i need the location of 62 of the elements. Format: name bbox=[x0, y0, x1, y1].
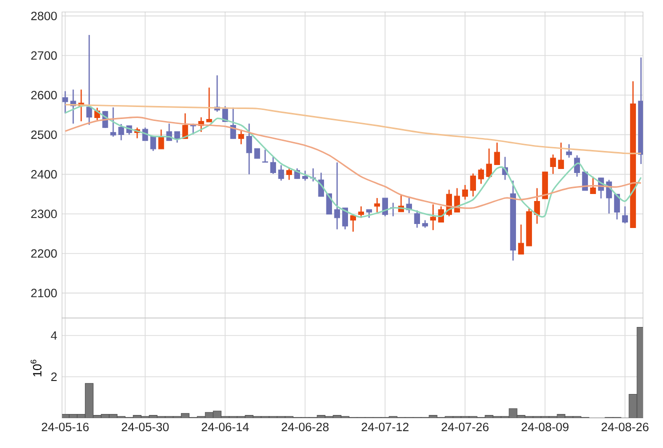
candlestick bbox=[518, 224, 524, 255]
y-tick-label: 2100 bbox=[31, 288, 57, 298]
x-tick-label: 24-08-09 bbox=[522, 422, 568, 432]
y-tick-label: 4 bbox=[50, 331, 57, 340]
x-tick-label: 24-06-14 bbox=[202, 422, 249, 432]
y-tick-label: 2300 bbox=[31, 210, 57, 218]
candlestick bbox=[350, 214, 356, 232]
candlestick bbox=[478, 168, 484, 184]
candlestick bbox=[430, 204, 436, 231]
x-tick-label: 24-05-16 bbox=[42, 422, 89, 432]
candlestick bbox=[174, 130, 180, 144]
x-tick-label: 24-08-26 bbox=[602, 422, 648, 432]
candlestick bbox=[158, 128, 164, 150]
candlestick bbox=[334, 162, 340, 230]
candlestick bbox=[246, 123, 252, 175]
candlestick bbox=[86, 34, 92, 126]
candlestick bbox=[286, 168, 292, 180]
candlestick bbox=[326, 193, 332, 215]
x-tick-label: 24-07-26 bbox=[442, 422, 489, 432]
candlestick bbox=[222, 106, 228, 122]
candlestick bbox=[534, 188, 540, 224]
y-tick-label: 2500 bbox=[31, 130, 57, 139]
candlestick bbox=[342, 207, 348, 230]
candlestick bbox=[206, 87, 212, 123]
candlestick bbox=[150, 136, 156, 152]
y-tick-label: 2600 bbox=[31, 90, 57, 100]
x-tick-label: 24-06-28 bbox=[282, 422, 329, 432]
candlestick bbox=[414, 210, 420, 228]
candlestick bbox=[486, 148, 492, 179]
candlestick bbox=[558, 142, 564, 170]
candlestick bbox=[278, 164, 284, 182]
y-axis-title: 10$^{6}$ bbox=[30, 360, 42, 376]
candlestick bbox=[590, 176, 596, 194]
line-series bbox=[64, 104, 642, 154]
candlestick bbox=[302, 170, 308, 182]
candlestick bbox=[462, 184, 468, 200]
candlestick bbox=[270, 156, 276, 174]
candlestick bbox=[470, 172, 476, 198]
y-tick-label: 2700 bbox=[31, 51, 57, 60]
y-tick-label: 2 bbox=[51, 372, 57, 381]
candlestick bbox=[566, 144, 572, 158]
candlestick bbox=[254, 148, 260, 160]
candlestick bbox=[230, 106, 236, 140]
candlestick bbox=[62, 90, 68, 114]
candlestick bbox=[110, 106, 116, 138]
candlestick bbox=[614, 193, 620, 220]
candlestick bbox=[574, 154, 580, 178]
candlestick bbox=[238, 128, 244, 145]
candlestick bbox=[550, 154, 556, 174]
x-tick-label: 24-07-12 bbox=[362, 422, 408, 432]
candlestick bbox=[382, 197, 388, 217]
y-tick-label: 2800 bbox=[31, 12, 57, 20]
candlestick bbox=[118, 123, 124, 141]
x-tick-label: 24-05-30 bbox=[122, 422, 169, 432]
y-tick-label: 2200 bbox=[31, 249, 57, 258]
candlestick bbox=[622, 206, 628, 224]
candlestick bbox=[494, 142, 500, 166]
candlestick bbox=[358, 206, 364, 218]
candlestick bbox=[182, 112, 188, 140]
y-tick-label: 2400 bbox=[31, 170, 57, 179]
candlestick bbox=[438, 206, 444, 223]
candlestick bbox=[374, 197, 380, 213]
